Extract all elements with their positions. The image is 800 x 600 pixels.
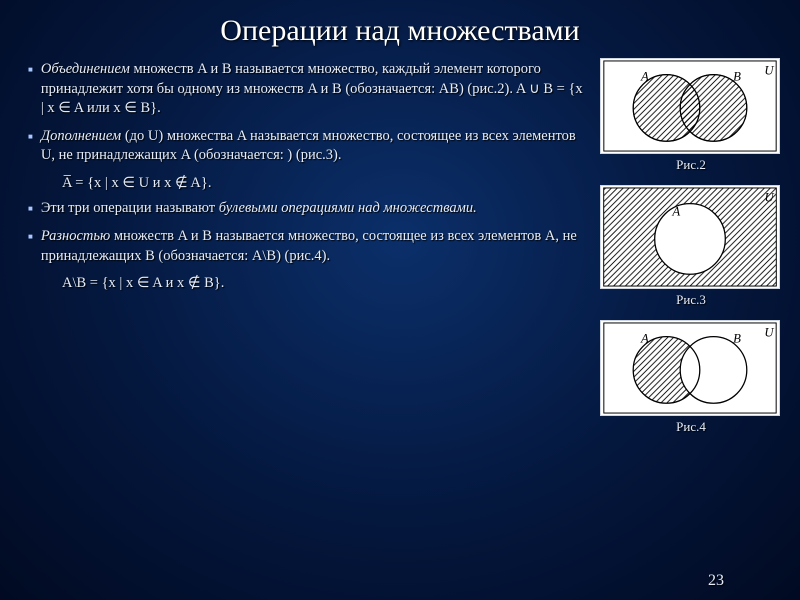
lead-complement: Дополнением <box>41 128 121 144</box>
figure-column: A B U Рис.2 A <box>600 58 782 447</box>
bullet-complement: ■ Дополнением (до U) множества A называе… <box>28 127 586 172</box>
paragraph-difference: Разностью множеств A и B называется множ… <box>41 227 586 266</box>
paragraph-boolean: Эти три операции называют булевыми опера… <box>41 199 586 219</box>
label-U: U <box>764 326 774 340</box>
venn-difference-diagram: A B U <box>600 320 780 416</box>
rest-complement: (до U) множества A называется множество,… <box>41 128 576 164</box>
label-U: U <box>764 64 774 78</box>
figure-2: A B U Рис.2 <box>600 58 782 179</box>
label-A: A <box>671 204 680 218</box>
slide-title: Операции над множествами <box>0 0 800 58</box>
bullet-union: ■ Объединением множеств A и B называется… <box>28 60 586 125</box>
page-number: 23 <box>708 572 724 590</box>
label-B: B <box>733 70 741 84</box>
caption-fig4: Рис.4 <box>600 416 782 441</box>
bullet-marker-icon: ■ <box>28 232 33 272</box>
label-A: A <box>640 70 649 84</box>
formula-difference: A\B = {x | x ∈ A и x ∉ B}. <box>62 274 586 294</box>
content-row: ■ Объединением множеств A и B называется… <box>0 58 800 447</box>
caption-fig2: Рис.2 <box>600 154 782 179</box>
venn-union-diagram: A B U <box>600 58 780 154</box>
lead-union: Объединением <box>41 61 130 77</box>
boolean-b: булевыми операциями над множествами. <box>219 200 477 216</box>
rest-difference: множеств A и B называется множество, сос… <box>41 228 577 264</box>
bullet-difference: ■ Разностью множеств A и B называется мн… <box>28 227 586 272</box>
bullet-marker-icon: ■ <box>28 132 33 172</box>
figure-4: A B U Рис.4 <box>600 320 782 441</box>
paragraph-complement: Дополнением (до U) множества A называетс… <box>41 127 586 166</box>
label-B: B <box>733 332 741 346</box>
figure-3: A U Рис.3 <box>600 185 782 314</box>
formula-complement: A̅ = {x | x ∈ U и x ∉ A}. <box>62 174 586 194</box>
bullet-marker-icon: ■ <box>28 204 33 225</box>
lead-difference: Разностью <box>41 228 110 244</box>
paragraph-union: Объединением множеств A и B называется м… <box>41 60 586 119</box>
label-U: U <box>765 191 775 205</box>
venn-complement-diagram: A U <box>600 185 780 289</box>
bullet-boolean: ■ Эти три операции называют булевыми опе… <box>28 199 586 225</box>
caption-fig3: Рис.3 <box>600 289 782 314</box>
boolean-a: Эти три операции называют <box>41 200 219 216</box>
text-column: ■ Объединением множеств A и B называется… <box>28 58 586 447</box>
label-A: A <box>640 332 649 346</box>
bullet-marker-icon: ■ <box>28 65 33 125</box>
